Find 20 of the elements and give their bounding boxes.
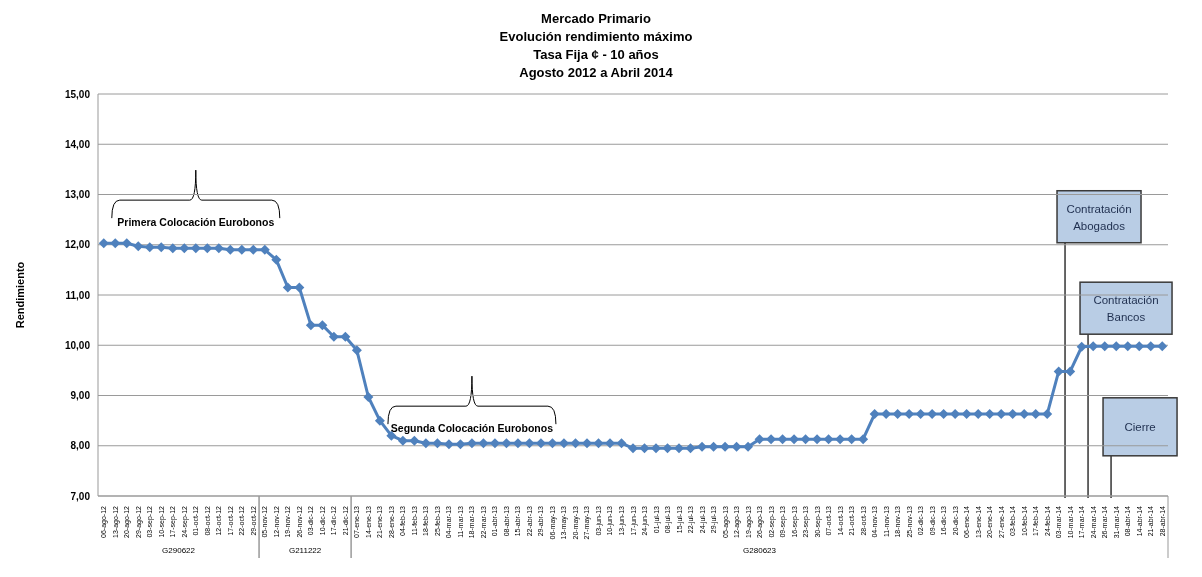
y-tick-label: 11,00 [65,289,91,301]
y-tick-label: 13,00 [64,189,91,201]
text: G211222 [288,546,322,555]
y-tick-label: 8,00 [70,440,91,452]
annotation: Contratación Bancos [1093,294,1159,324]
annotation: Primera Colocación Eurobonos [117,216,275,229]
text: G290622 [162,546,196,555]
text: G280623 [743,546,777,555]
y-tick-label: 10,00 [64,339,91,351]
chart-subtitle: Evolución rendimiento máximo Tasa Fija ¢ - 10 años Agosto 2012 a Abril 2014 [498,28,694,82]
y-tick-label: 7,00 [70,490,91,502]
chart-title: Mercado Primario [540,10,652,28]
annotation: Cierre [1124,420,1156,433]
annotation: Contratación Abogados [1066,202,1132,232]
y-axis-title: Rendimiento [13,261,26,329]
y-tick-label: 12,00 [64,239,91,251]
y-tick-label: 14,00 [64,138,91,150]
y-tick-label: 15,00 [64,88,91,100]
y-tick-label: 9,00 [70,390,91,402]
annotation: Segunda Colocación Eurobonos [390,422,554,435]
